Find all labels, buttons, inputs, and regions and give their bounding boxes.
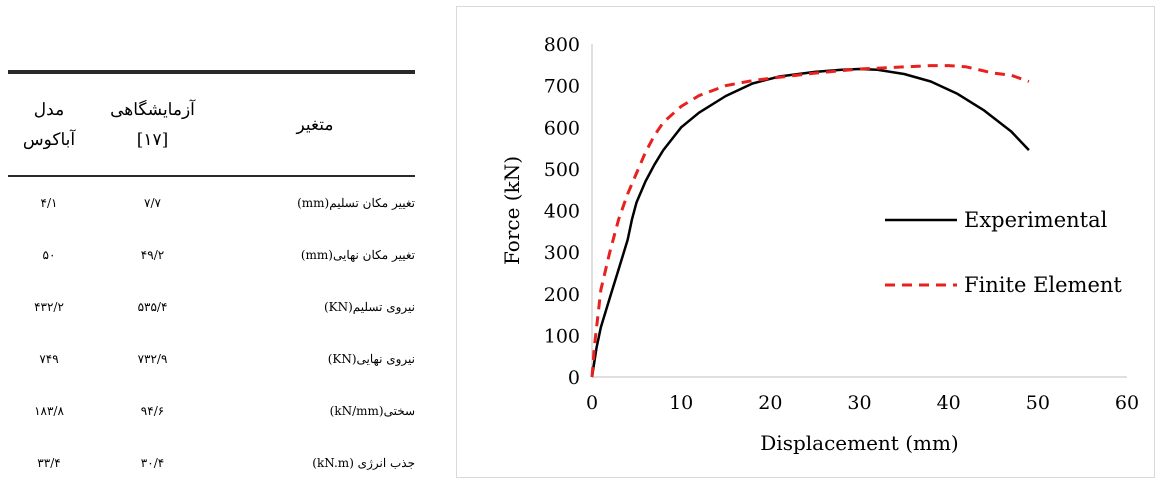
y-tick-label: 600 (544, 117, 580, 139)
table-top-rule (8, 70, 415, 74)
cell-variable: سختی(kN/mm) (329, 404, 415, 418)
x-tick-label: 10 (669, 392, 693, 414)
cell-model: ۳۳/۴ (37, 456, 61, 470)
legend-label-finite-element: Finite Element (964, 273, 1122, 297)
cell-experimental: ۵۳۵/۴ (137, 300, 168, 314)
cell-experimental: ۹۴/۶ (140, 404, 165, 418)
y-tick-label: 400 (544, 201, 580, 223)
table-header-rule (8, 175, 415, 177)
header-experimental: آزمایشگاهی [۱۷] (110, 99, 195, 150)
table-row: نیروی نهایی(KN) ۷۳۲/۹ ۷۴۹ (8, 333, 421, 385)
cell-experimental: ۴۹/۲ (140, 248, 165, 262)
x-tick-label: 20 (758, 392, 782, 414)
legend-label-experimental: Experimental (964, 208, 1108, 232)
x-tick-label: 50 (1026, 392, 1050, 414)
x-tick-label: 60 (1115, 392, 1139, 414)
cell-variable: نیروی تسلیم(KN) (323, 300, 415, 314)
chart-legend: Experimental Finite Element (885, 208, 1122, 297)
axes-layer (591, 44, 1127, 378)
force-displacement-chart: 0 100 200 300 400 500 600 700 800 0 10 20 30 40 50 60 D… (456, 6, 1155, 478)
cell-model: ۴۳۲/۲ (34, 300, 64, 314)
y-tick-label: 500 (544, 159, 580, 181)
cell-variable: جذب انرژی (kN.m) (312, 456, 415, 470)
table-row: نیروی تسلیم(KN) ۵۳۵/۴ ۴۳۲/۲ (8, 281, 421, 333)
ticks-layer: 0 100 200 300 400 500 600 700 800 0 10 20 30 40 50 60 (544, 34, 1139, 414)
cell-variable: نیروی نهایی(KN) (327, 352, 415, 366)
x-tick-label: 0 (586, 392, 598, 414)
y-tick-label: 700 (544, 76, 580, 98)
x-axis-title: Displacement (mm) (760, 431, 958, 455)
y-axis-title: Force (kN) (500, 156, 524, 265)
y-tick-label: 200 (544, 284, 580, 306)
chart-svg: 0 100 200 300 400 500 600 700 800 0 10 20 30 40 50 60 D… (500, 34, 1139, 455)
table-header-row: متغیر آزمایشگاهی [۱۷] مدل آباکوس (8, 74, 421, 175)
series-line-experimental (590, 67, 1030, 378)
cell-variable: تغییر مکان نهایی(mm) (300, 248, 415, 262)
y-tick-label: 300 (544, 242, 580, 264)
cell-variable: تغییر مکان تسلیم(mm) (297, 196, 415, 210)
results-table: متغیر آزمایشگاهی [۱۷] مدل آباکوس (8, 74, 421, 175)
table-row: جذب انرژی (kN.m) ۳۰/۴ ۳۳/۴ (8, 437, 421, 489)
cell-experimental: ۷/۷ (144, 196, 161, 210)
cell-experimental: ۷۳۲/۹ (137, 352, 168, 366)
cell-model: ۴/۱ (40, 196, 58, 210)
table-row: تغییر مکان نهایی(mm) ۴۹/۲ ۵۰ (8, 229, 421, 281)
x-tick-label: 40 (937, 392, 961, 414)
series-line-finite-element (590, 64, 1030, 378)
cell-experimental: ۳۰/۴ (140, 456, 165, 470)
cell-model: ۷۴۹ (39, 352, 59, 366)
header-model: مدل آباکوس (22, 99, 76, 150)
header-variable: متغیر (296, 114, 334, 135)
cell-model: ۱۸۳/۸ (34, 404, 64, 418)
cell-model: ۵۰ (42, 248, 56, 262)
results-table-body: تغییر مکان تسلیم(mm) ۷/۷ ۴/۱ تغییر مکان … (8, 177, 421, 489)
y-tick-label: 800 (544, 34, 580, 56)
table-row: تغییر مکان تسلیم(mm) ۷/۷ ۴/۱ (8, 177, 421, 229)
table-row: سختی(kN/mm) ۹۴/۶ ۱۸۳/۸ (8, 385, 421, 437)
y-tick-label: 100 (544, 325, 580, 347)
comparison-table: متغیر آزمایشگاهی [۱۷] مدل آباکوس تغییر م… (8, 70, 415, 489)
series-layer (590, 64, 1030, 378)
y-tick-label: 0 (568, 367, 580, 389)
x-tick-label: 30 (847, 392, 871, 414)
